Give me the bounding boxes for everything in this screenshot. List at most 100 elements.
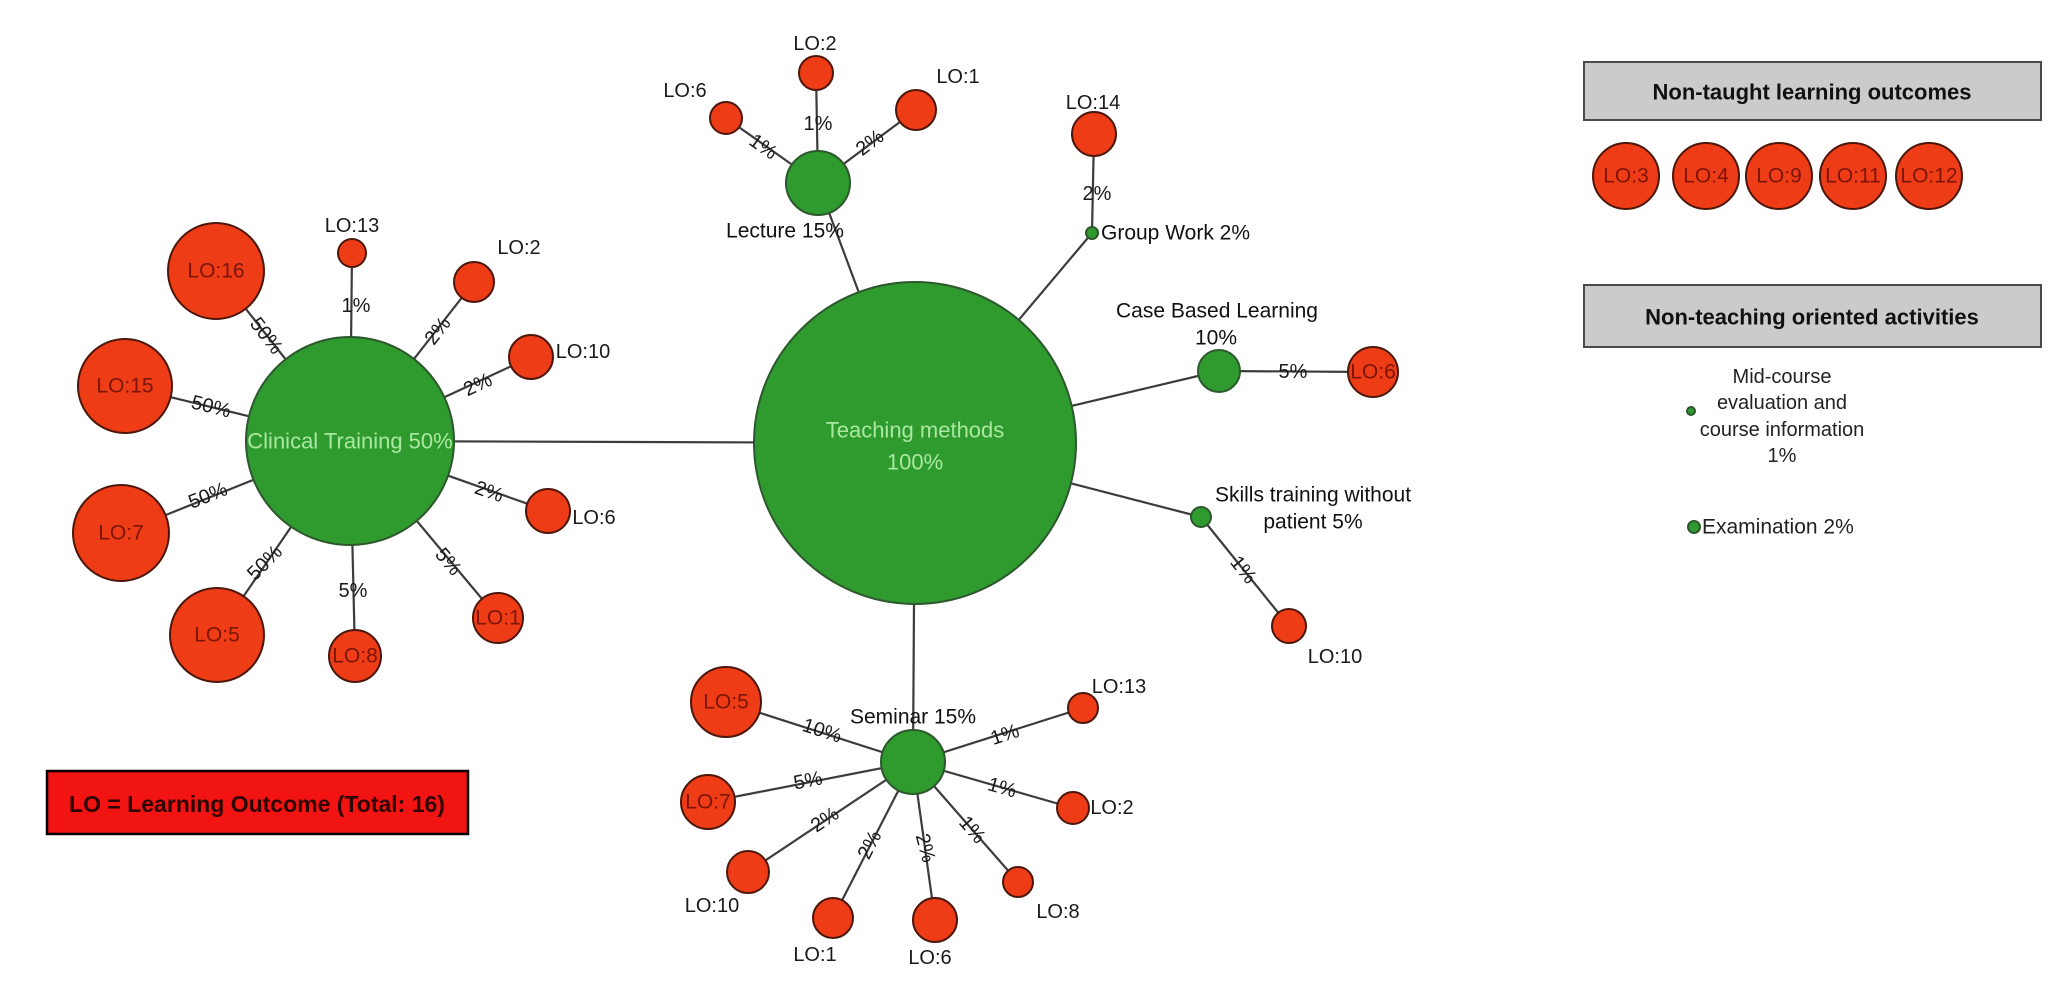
seminar-lo2-pct: 1% <box>985 773 1019 802</box>
clinical-lo15-label: LO:15 <box>96 375 153 398</box>
seminar-lo6-node <box>912 897 958 943</box>
non-taught-lo3-node <box>1592 142 1660 210</box>
clinical-lo8-label: LO:8 <box>332 645 378 668</box>
lecture-lo2-node <box>798 55 834 91</box>
skills-lo10-label: LO:10 <box>1308 646 1362 668</box>
clinical-lo2-label: LO:2 <box>497 237 540 259</box>
non-teaching-header-box <box>1583 284 2042 348</box>
non-taught-lo4-label: LO:4 <box>1683 165 1729 188</box>
seminar-lo8-label: LO:8 <box>1036 901 1079 923</box>
case-based-label-line2: 10% <box>1195 327 1237 350</box>
seminar-lo5-label: LO:5 <box>703 691 749 714</box>
seminar-lo1-label: LO:1 <box>793 944 836 966</box>
lecture-lo6-node <box>709 101 743 135</box>
seminar-lo13-pct: 1% <box>988 720 1022 750</box>
non-taught-lo11-label: LO:11 <box>1825 165 1881 188</box>
non-taught-panel: Non-taught learning outcomes LO:3 LO:4 L… <box>1583 61 2042 210</box>
clinical-lo5-label: LO:5 <box>194 624 240 647</box>
mid-course-label-line4: 1% <box>1768 445 1797 467</box>
casebased-lo6-label: LO:6 <box>1350 361 1396 384</box>
lecture-lo2-pct: 1% <box>804 113 833 135</box>
teaching-methods-label-line1: Teaching methods <box>826 418 1005 443</box>
mid-course-label-line1: Mid-course <box>1733 366 1832 388</box>
non-teaching-header-title: Non-teaching oriented activities <box>1645 305 1979 330</box>
seminar-lo7-pct: 5% <box>792 767 825 794</box>
seminar-lo6-pct: 2% <box>911 831 940 865</box>
seminar-lo13-label: LO:13 <box>1092 676 1146 698</box>
mid-course-label-line2: evaluation and <box>1717 392 1847 414</box>
clinical-lo6-label: LO:6 <box>572 507 615 529</box>
non-taught-header-title: Non-taught learning outcomes <box>1653 80 1972 105</box>
teaching-methods-label-line2: 100% <box>887 450 943 475</box>
groupwork-lo14-pct: 2% <box>1083 183 1112 205</box>
clinical-lo10-pct: 2% <box>460 369 496 401</box>
group-work-node <box>1085 226 1099 240</box>
teaching-methods-node <box>753 281 1077 605</box>
non-taught-lo11-node <box>1819 142 1887 210</box>
seminar-label: Seminar 15% <box>850 706 976 729</box>
non-teaching-panel: Non-teaching oriented activities Mid-cou… <box>1583 284 2042 539</box>
seminar-lo1-node <box>812 897 854 939</box>
clinical-lo7-label: LO:7 <box>98 522 144 545</box>
edge-skills-lo10 <box>1200 516 1290 627</box>
clinical-lo5-pct: 50% <box>243 541 287 585</box>
examination-node <box>1687 520 1701 534</box>
seminar-lo5-node <box>690 666 762 738</box>
seminar-lo5-pct: 10% <box>800 714 845 747</box>
lecture-lo1-pct: 2% <box>852 125 888 160</box>
casebased-lo6-pct: 5% <box>1279 361 1308 383</box>
skills-lo10-node <box>1271 608 1307 644</box>
groupwork-lo14-label: LO:14 <box>1066 92 1120 114</box>
groupwork-lo14-node <box>1071 111 1117 157</box>
non-taught-header-box <box>1583 61 2042 121</box>
clinical-lo2-node <box>453 261 495 303</box>
seminar-outcome-nodes <box>680 666 1099 943</box>
skills-label-line1: Skills training without <box>1215 484 1411 507</box>
lecture-lo6-label: LO:6 <box>663 80 706 102</box>
clinical-lo7-node <box>72 484 170 582</box>
clinical-lo16-node <box>167 222 265 320</box>
lecture-outcome-nodes <box>709 55 937 135</box>
clinical-lo16-label: LO:16 <box>187 260 244 283</box>
seminar-lo7-label: LO:7 <box>685 791 731 814</box>
clinical-outcome-nodes <box>72 222 571 683</box>
legend-label: LO = Learning Outcome (Total: 16) <box>69 791 445 817</box>
clinical-lo13-label: LO:13 <box>325 215 379 237</box>
lecture-lo2-label: LO:2 <box>793 33 836 55</box>
clinical-lo13-node <box>337 238 367 268</box>
case-based-node <box>1197 349 1241 393</box>
seminar-lo10-pct: 2% <box>807 803 843 838</box>
seminar-lo8-node <box>1002 866 1034 898</box>
clinical-training-node <box>245 336 455 546</box>
clinical-lo8-node <box>328 629 382 683</box>
clinical-lo5-node <box>169 587 265 683</box>
clinical-lo6-pct: 2% <box>472 477 507 507</box>
non-taught-lo12-label: LO:12 <box>1900 165 1957 188</box>
legend: LO = Learning Outcome (Total: 16) <box>45 769 470 836</box>
clinical-lo15-pct: 50% <box>189 391 233 422</box>
seminar-lo1-pct: 2% <box>854 827 887 863</box>
clinical-lo6-node <box>525 488 571 534</box>
clinical-lo15-node <box>77 338 173 434</box>
casebased-lo6-node <box>1347 346 1399 398</box>
examination-label: Examination 2% <box>1702 516 1854 539</box>
seminar-lo10-label: LO:10 <box>685 895 739 917</box>
clinical-lo10-label: LO:10 <box>556 341 610 363</box>
clinical-lo1-label: LO:1 <box>475 607 521 630</box>
method-nodes <box>245 150 1241 795</box>
seminar-lo2-label: LO:2 <box>1090 797 1133 819</box>
seminar-lo6-label: LO:6 <box>908 947 951 969</box>
clinical-lo8-pct: 5% <box>339 580 368 602</box>
clinical-lo10-node <box>508 334 554 380</box>
clinical-training-label: Clinical Training 50% <box>247 429 452 454</box>
seminar-node <box>880 729 946 795</box>
seminar-lo13-node <box>1067 692 1099 724</box>
seminar-lo7-node <box>680 774 736 830</box>
non-taught-lo4-node <box>1672 142 1740 210</box>
group-work-label: Group Work 2% <box>1101 222 1250 245</box>
lecture-label: Lecture 15% <box>726 220 844 243</box>
non-taught-lo9-label: LO:9 <box>1756 165 1802 188</box>
mid-course-node <box>1686 406 1696 416</box>
clinical-lo1-node <box>472 592 524 644</box>
lecture-lo1-label: LO:1 <box>936 66 979 88</box>
